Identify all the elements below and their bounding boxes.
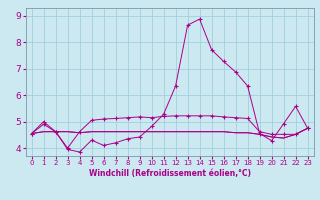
X-axis label: Windchill (Refroidissement éolien,°C): Windchill (Refroidissement éolien,°C) bbox=[89, 169, 251, 178]
